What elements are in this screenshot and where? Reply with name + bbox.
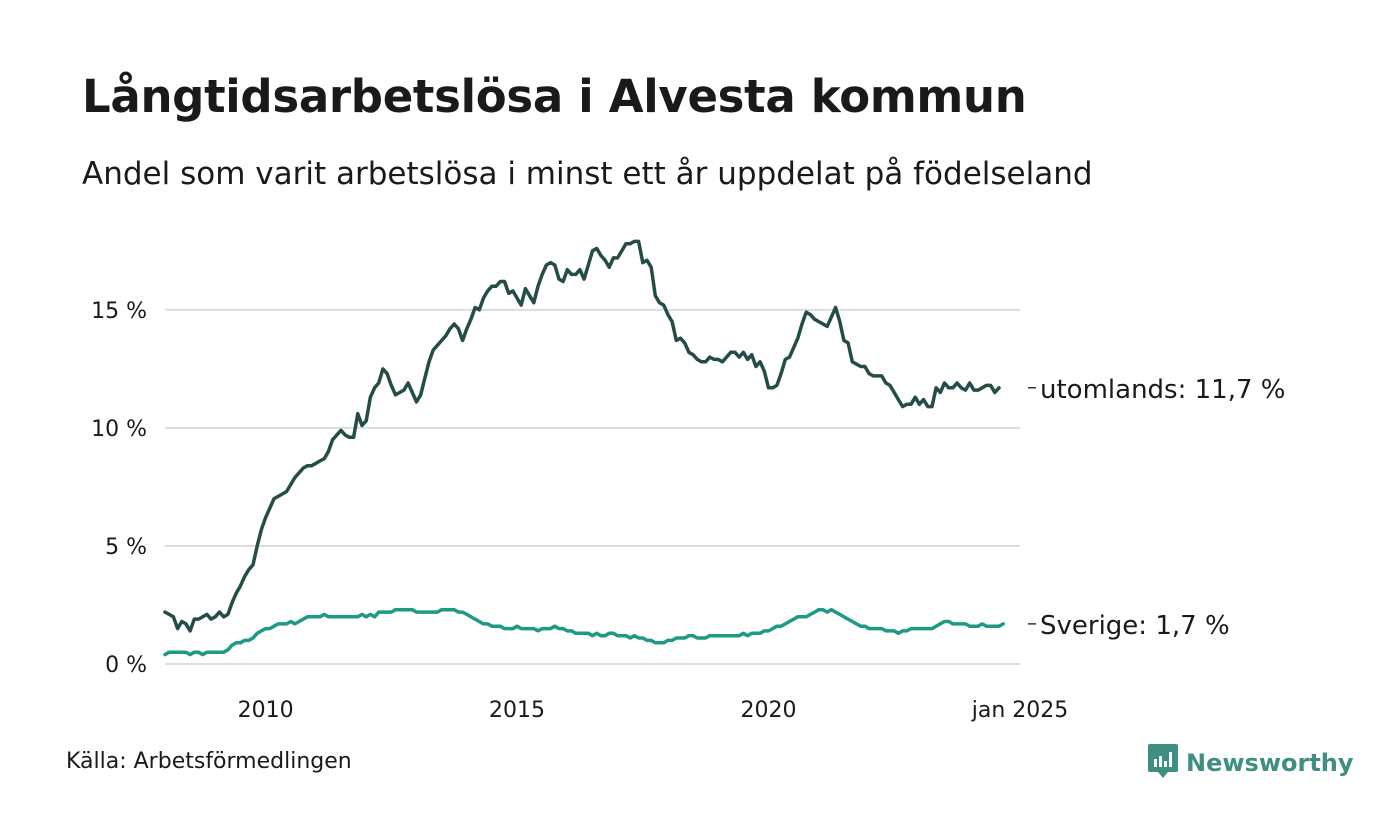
series-lines bbox=[163, 239, 1005, 657]
series-line-sverige bbox=[163, 607, 1005, 657]
y-tick-label: 15 % bbox=[91, 299, 147, 324]
newsworthy-logo[interactable]: Newsworthy bbox=[1148, 744, 1354, 782]
newsworthy-logo-icon bbox=[1148, 744, 1178, 782]
y-tick-label: 0 % bbox=[105, 653, 147, 678]
series-end-labels: utomlands: 11,7 % Sverige: 1,7 % bbox=[1028, 375, 1285, 641]
brand-name: Newsworthy bbox=[1186, 749, 1354, 777]
source-note: Källa: Arbetsförmedlingen bbox=[66, 749, 352, 774]
chart-title: Långtidsarbetslösa i Alvesta kommun bbox=[82, 70, 1027, 123]
series-end-label: Sverige: 1,7 % bbox=[1040, 611, 1230, 641]
y-tick-label: 10 % bbox=[91, 417, 147, 442]
y-tick-label: 5 % bbox=[105, 535, 147, 560]
series-line-utomlands bbox=[163, 239, 1001, 633]
x-axis-ticks: 2010 2015 2020 jan 2025 bbox=[238, 698, 1069, 723]
series-end-label: utomlands: 11,7 % bbox=[1040, 375, 1285, 405]
chart-subtitle: Andel som varit arbetslösa i minst ett å… bbox=[82, 156, 1093, 192]
grid-lines bbox=[165, 308, 1020, 665]
x-tick-label: 2015 bbox=[489, 698, 545, 723]
x-tick-label: 2010 bbox=[238, 698, 294, 723]
x-tick-label: jan 2025 bbox=[971, 698, 1069, 723]
x-tick-label: 2020 bbox=[741, 698, 797, 723]
y-axis-ticks: 0 % 5 % 10 % 15 % bbox=[91, 299, 147, 678]
